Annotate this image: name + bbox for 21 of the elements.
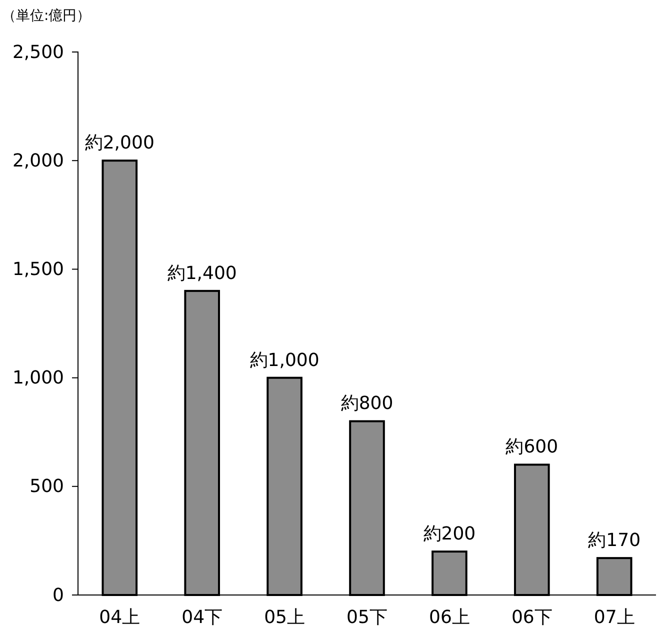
data-label: 約1,400 [167,262,237,284]
x-tick-label: 05上 [264,607,305,628]
y-tick-label: 500 [30,476,64,498]
y-axis-title: （単位:億円） [2,8,91,24]
y-tick-label: 0 [52,584,64,606]
x-tick-label: 05下 [346,607,388,628]
y-tick-label: 2,500 [12,42,64,63]
x-tick-label: 07上 [594,607,635,628]
data-label: 約2,000 [84,132,154,154]
y-tick-label: 1,000 [12,368,64,389]
x-tick-label: 06上 [429,607,470,628]
data-label: 約170 [588,530,641,552]
data-label: 約600 [506,436,558,458]
y-tick-label: 1,500 [12,258,64,280]
data-label: 約1,000 [250,350,320,371]
data-label: 約200 [423,524,476,545]
data-label: 約800 [340,393,394,414]
x-tick-label: 06下 [511,607,552,628]
y-tick-label: 2,000 [12,150,64,172]
x-tick-label: 04下 [182,607,223,628]
x-tick-label: 04上 [99,607,140,628]
